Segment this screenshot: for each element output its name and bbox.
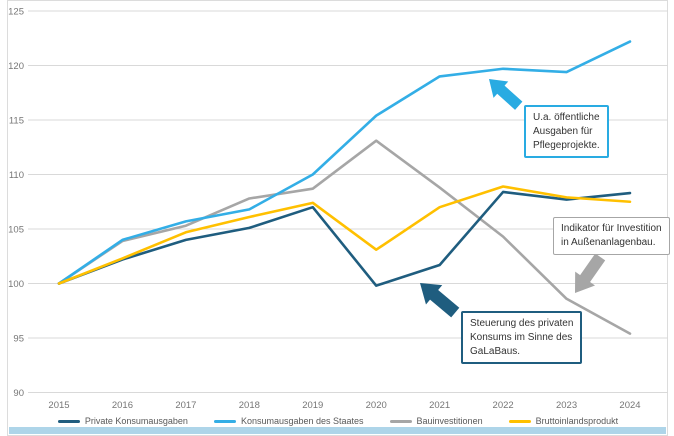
legend-swatch bbox=[213, 419, 236, 423]
legend-swatch bbox=[508, 419, 531, 423]
y-axis-tick-label: 120 bbox=[8, 61, 24, 72]
legend-swatch bbox=[57, 419, 80, 423]
line-chart: 90 95 100 105 110 115 120 125 2015 2016 2017 2018 20… bbox=[8, 7, 668, 411]
legend-label: Private Konsumausgaben bbox=[84, 416, 188, 426]
y-axis-tick-label: 90 bbox=[13, 388, 24, 399]
x-axis-tick-label: 2023 bbox=[556, 400, 577, 411]
x-axis-tick-label: 2015 bbox=[48, 400, 69, 411]
y-axis-tick-label: 100 bbox=[8, 279, 24, 290]
annotation-box-galabau: Steuerung des privaten Konsums im Sinne … bbox=[461, 311, 583, 365]
annotation-box-pflegeprojekte: U.a. öffentliche Ausgaben für Pflegeproj… bbox=[524, 105, 609, 159]
legend-label: Konsumausgaben des Staates bbox=[240, 416, 364, 426]
legend-item: Bauinvestitionen bbox=[389, 416, 483, 426]
x-axis-tick-label: 2019 bbox=[302, 400, 323, 411]
y-axis-tick-label: 110 bbox=[9, 170, 24, 181]
y-axis-tick-label: 95 bbox=[13, 334, 24, 345]
y-axis-tick-label: 115 bbox=[9, 116, 24, 127]
x-axis-tick-label: 2017 bbox=[175, 400, 196, 411]
x-axis-tick-label: 2024 bbox=[619, 400, 640, 411]
legend-label: Bruttoinlandsprodukt bbox=[535, 416, 619, 426]
bottom-accent-bar bbox=[9, 427, 666, 434]
legend-label: Bauinvestitionen bbox=[416, 416, 483, 426]
x-axis-tick-label: 2022 bbox=[493, 400, 514, 411]
x-axis-tick-label: 2016 bbox=[112, 400, 133, 411]
legend-item: Konsumausgaben des Staates bbox=[213, 416, 364, 426]
annotation-box-aussenanlagenbau: Indikator für Investition in Außenanlage… bbox=[553, 217, 670, 255]
chart-legend: Private Konsumausgaben Konsumausgaben des… bbox=[8, 416, 668, 426]
legend-item: Bruttoinlandsprodukt bbox=[508, 416, 619, 426]
series-line-1 bbox=[57, 40, 632, 285]
annotation-arrow-2 bbox=[420, 283, 460, 318]
legend-item: Private Konsumausgaben bbox=[57, 416, 188, 426]
x-axis-tick-label: 2020 bbox=[366, 400, 387, 411]
x-axis-tick-label: 2021 bbox=[429, 400, 450, 411]
series-line-0 bbox=[57, 190, 632, 287]
annotation-arrow-1 bbox=[575, 253, 606, 293]
legend-swatch bbox=[389, 419, 412, 423]
series-line-3 bbox=[57, 185, 632, 285]
annotation-arrow-0 bbox=[489, 79, 523, 110]
x-axis-tick-label: 2018 bbox=[239, 400, 260, 411]
series-line-2 bbox=[57, 139, 632, 335]
y-axis-tick-label: 105 bbox=[8, 225, 24, 236]
y-axis-tick-label: 125 bbox=[8, 7, 24, 18]
